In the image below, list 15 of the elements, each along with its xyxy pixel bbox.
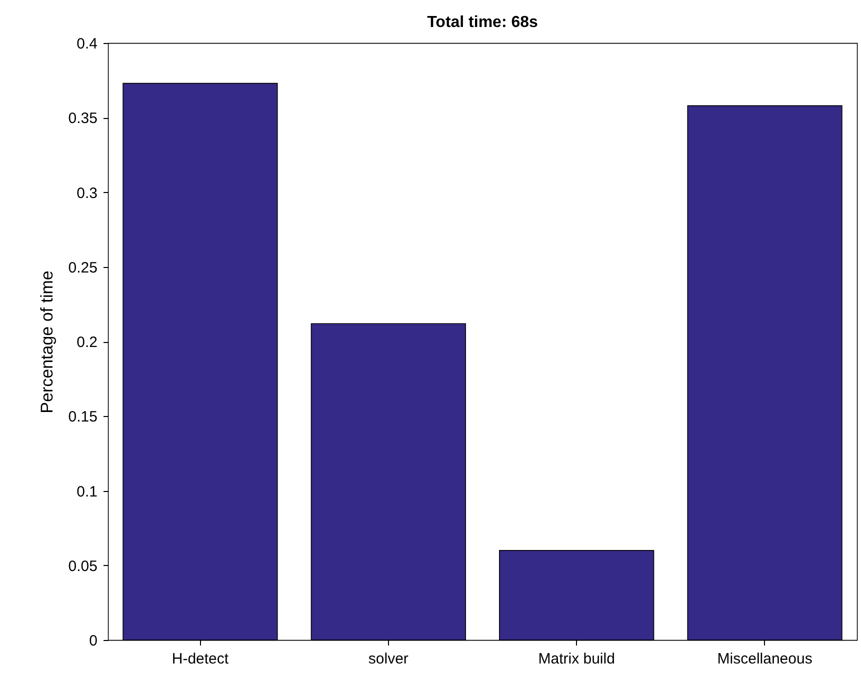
y-tick-label: 0.05 [68,558,98,575]
y-tick-label: 0.25 [68,259,98,276]
y-tick-label: 0.15 [68,408,98,426]
x-tick-label: Matrix build [538,650,615,668]
y-tick-label: 0.35 [68,110,98,128]
y-tick-label: 0 [89,632,98,650]
y-tick-label: 0.1 [76,483,98,500]
x-tick-label: H-detect [172,650,230,668]
y-axis-title: Percentage of time [37,270,56,414]
x-tick-label: solver [368,650,408,668]
y-tick-label: 0.3 [76,184,98,202]
chart-title: Total time: 68s [427,14,538,31]
x-tick-label: Miscellaneous [717,650,812,668]
y-tick-label: 0.2 [76,334,98,351]
y-tick-label: 0.4 [76,36,98,52]
